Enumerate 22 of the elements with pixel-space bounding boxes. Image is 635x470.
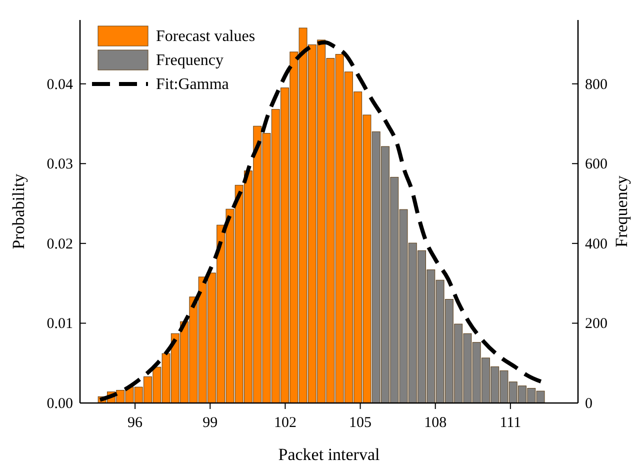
y-tick-label: 0.00 <box>46 396 73 412</box>
y-tick-label: 0.03 <box>46 156 73 173</box>
y2-tick-label: 0 <box>585 396 592 412</box>
y-tick-label: 0.04 <box>46 76 74 93</box>
x-tick-label: 102 <box>274 415 296 431</box>
x-tick-label: 111 <box>500 415 522 431</box>
y2-tick-label: 800 <box>585 76 608 93</box>
y2-tick-label: 200 <box>585 316 608 332</box>
legend-label: Forecast values <box>156 28 256 45</box>
x-axis-title: Packet interval <box>278 445 380 464</box>
y2-axis-title: Frequency <box>612 175 631 248</box>
y2-tick-label: 600 <box>585 156 608 173</box>
x-tick-label: 99 <box>202 415 218 431</box>
x-tick-label: 96 <box>128 415 144 431</box>
y-tick-label: 0.01 <box>46 316 73 332</box>
x-tick-label: 108 <box>424 415 447 431</box>
legend-label: Frequency <box>156 52 224 69</box>
legend-label: Fit:Gamma <box>156 76 229 93</box>
y-axis-title: Probability <box>9 173 28 250</box>
y-tick-label: 0.02 <box>46 236 73 252</box>
y2-tick-label: 400 <box>585 236 608 252</box>
x-tick-label: 105 <box>349 415 372 431</box>
